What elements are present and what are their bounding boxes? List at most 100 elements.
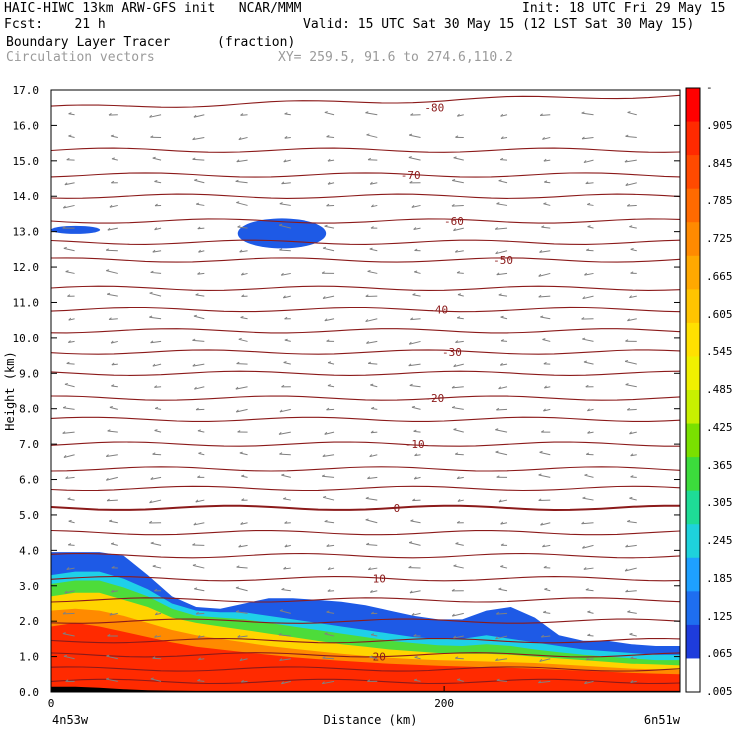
vector-arrowhead (279, 202, 283, 205)
vector-arrowhead (543, 202, 547, 205)
circulation-vector (106, 249, 118, 252)
circulation-vector (111, 340, 118, 344)
vector-arrowhead (367, 476, 371, 479)
vector-arrowhead (62, 205, 66, 209)
circulation-vector (498, 180, 508, 184)
circulation-vector (453, 565, 464, 569)
vector-arrowhead (365, 518, 369, 521)
vector-arrowhead (198, 657, 201, 661)
vector-arrowhead (629, 431, 632, 435)
circulation-vector (370, 590, 378, 593)
vector-arrowhead (236, 159, 240, 163)
colorbar-label: .785 (706, 194, 733, 208)
field-label: Boundary Layer Tracer (6, 35, 171, 50)
colorbar-swatch (686, 222, 700, 257)
vector-arrowhead (585, 657, 589, 661)
circulation-vector (192, 136, 205, 141)
colorbar-label: .185 (706, 571, 733, 585)
vector-arrowhead (495, 636, 498, 640)
circulation-vector (154, 227, 162, 231)
vector-arrowhead (152, 656, 156, 659)
vector-arrowhead (106, 654, 110, 657)
tracer-patch-1 (237, 218, 327, 249)
temperature-contour (51, 678, 680, 685)
vector-arrowhead (367, 361, 372, 364)
vector-arrowhead (63, 454, 67, 458)
vector-arrowhead (368, 567, 371, 571)
vector-arrowhead (369, 454, 373, 458)
vector-arrowhead (366, 542, 370, 545)
vector-arrowhead (456, 476, 460, 480)
vector-arrowhead (239, 658, 243, 662)
vector-arrowhead (107, 227, 111, 231)
circulation-vector (150, 678, 162, 682)
circulation-vector (409, 590, 421, 594)
circulation-vector (498, 294, 508, 297)
circulation-vector (624, 159, 637, 163)
circulation-vector (106, 270, 118, 274)
colorbar-swatch (686, 591, 700, 626)
vector-arrowhead (367, 269, 371, 272)
circulation-vector (322, 657, 335, 660)
colorbar-swatch (686, 423, 700, 458)
vector-arrowhead (587, 225, 591, 228)
circulation-vector (326, 136, 335, 138)
vector-arrowhead (197, 226, 201, 230)
circulation-vector (453, 227, 464, 232)
temperature-contour (51, 637, 680, 644)
vector-arrowhead (500, 339, 504, 342)
vector-arrowhead (154, 406, 159, 409)
vector-arrowhead (65, 270, 69, 273)
circulation-vector (66, 567, 75, 570)
circulation-vector (64, 182, 75, 186)
circulation-vector (587, 634, 594, 637)
model-title: HAIC-HIWC 13km ARW-GFS init NCAR/MMM (4, 1, 302, 16)
circulation-vector (324, 633, 335, 637)
circulation-vector (240, 114, 248, 116)
circulation-vector (324, 521, 335, 524)
y-tick-label: 0.0 (19, 686, 39, 699)
circulation-vector (544, 588, 551, 592)
vector-arrowhead (68, 519, 72, 522)
circulation-vector (414, 476, 421, 480)
vector-arrowhead (110, 340, 114, 344)
temperature-contour (51, 193, 680, 199)
circulation-vector (235, 180, 248, 184)
vector-arrowhead (152, 249, 156, 253)
vector-arrowhead (408, 565, 412, 569)
vector-arrowhead (538, 294, 542, 298)
vector-arrowhead (582, 337, 586, 340)
circulation-vector (284, 136, 291, 139)
temperature-contour (51, 529, 680, 536)
circulation-vector (413, 227, 421, 230)
vector-arrowhead (409, 590, 413, 594)
circulation-vector (68, 520, 75, 524)
circulation-vector (455, 543, 464, 546)
vector-arrowhead (109, 519, 113, 522)
circulation-vector (457, 499, 464, 502)
vector-arrowhead (62, 611, 66, 615)
vector-arrowhead (498, 499, 502, 503)
vector-arrowhead (582, 296, 586, 300)
vector-arrowhead (585, 384, 589, 388)
circulation-vector (149, 292, 162, 297)
circulation-vector (495, 429, 508, 433)
vector-arrowhead (150, 270, 154, 273)
circulation-vector (582, 338, 594, 342)
vector-arrowhead (625, 134, 629, 137)
circulation-vector (194, 386, 205, 390)
vector-arrowhead (150, 541, 154, 544)
vector-arrowhead (62, 226, 66, 229)
circulation-vector (324, 318, 335, 322)
vector-arrowhead (500, 136, 504, 139)
vector-arrowhead (324, 632, 328, 635)
vector-arrowhead (192, 563, 196, 566)
circulation-vector (111, 385, 118, 388)
y-tick-label: 6.0 (19, 474, 39, 487)
vector-arrowhead (154, 203, 158, 207)
circulation-vector (627, 611, 637, 614)
vector-arrowhead (543, 610, 547, 613)
y-tick-label: 14.0 (13, 190, 40, 203)
vector-arrowhead (64, 382, 68, 385)
vector-arrowhead (239, 451, 243, 454)
